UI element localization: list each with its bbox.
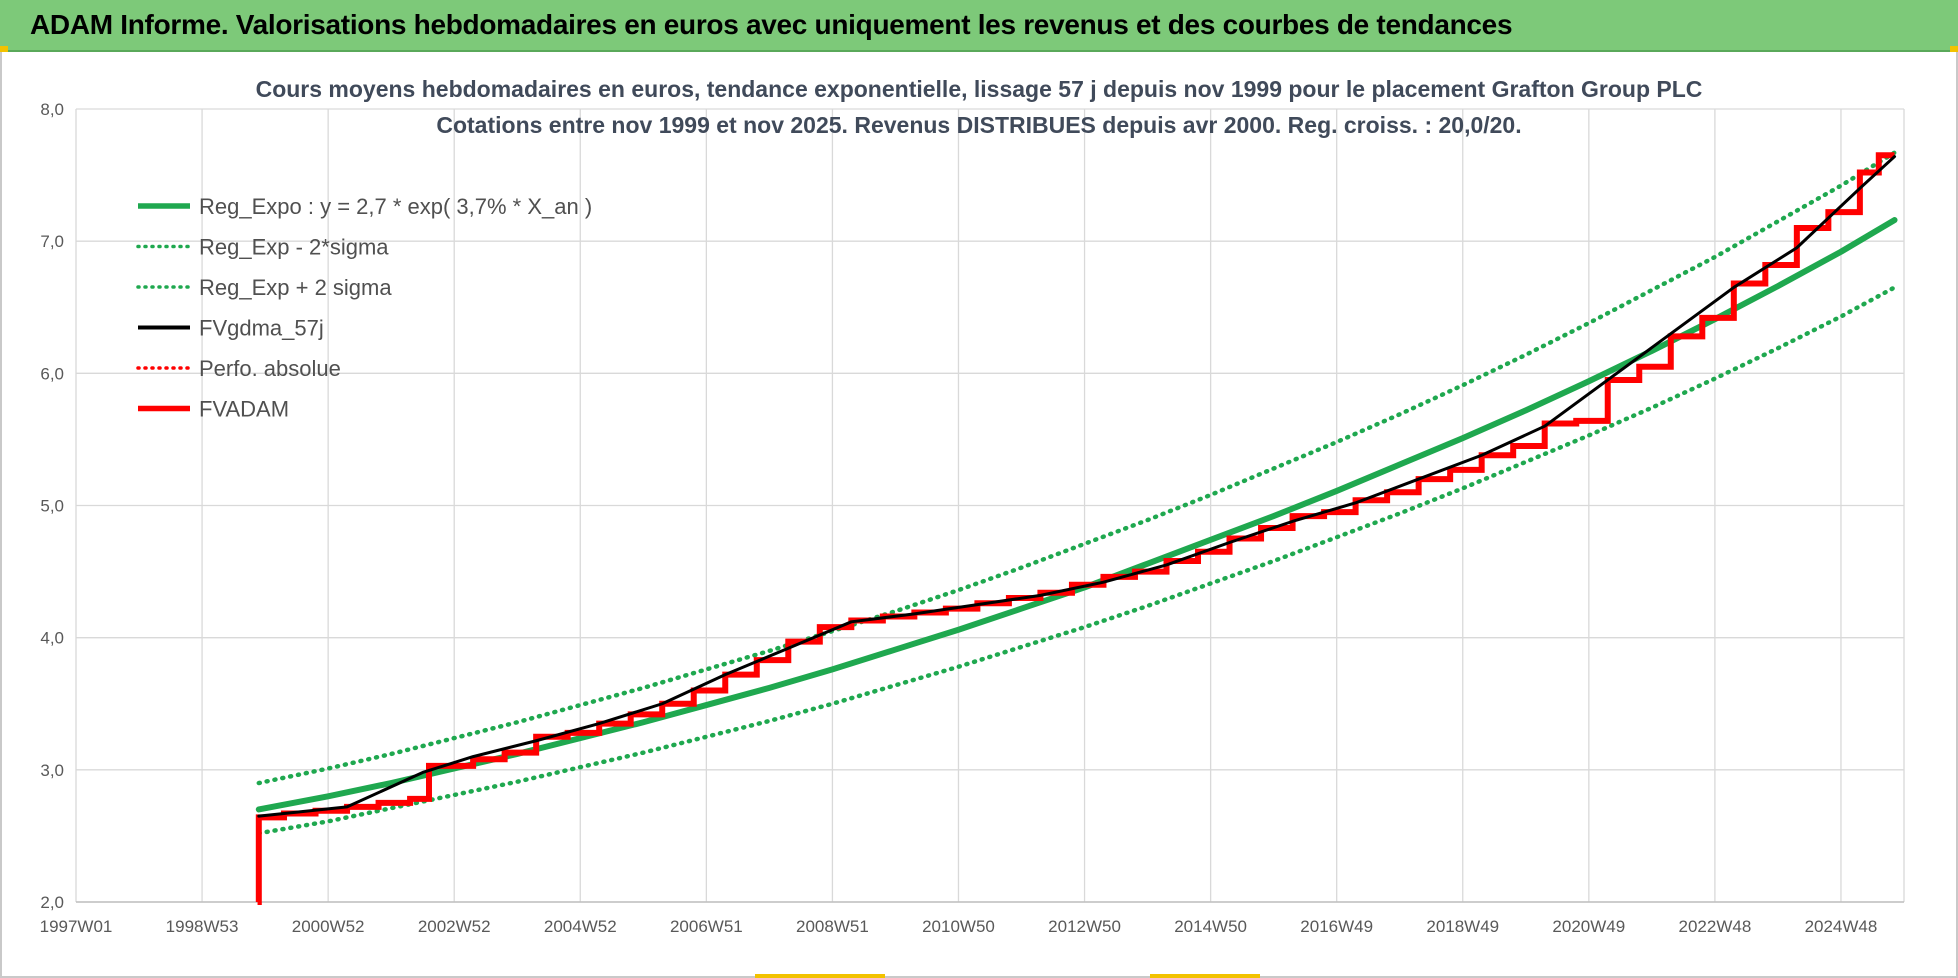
- x-tick-label: 2000W52: [292, 917, 365, 936]
- series-line-reg-expo-y-2-7-exp-3-7-x-an: [255, 217, 1898, 813]
- corner-marker-right: [1950, 46, 1958, 52]
- legend-label: Perfo. absolue: [199, 356, 341, 381]
- x-tick-label: 2014W50: [1174, 917, 1247, 936]
- legend-label: FVADAM: [199, 397, 289, 422]
- x-tick-label: 2020W49: [1552, 917, 1625, 936]
- chart-subtitle: Cotations entre nov 1999 et nov 2025. Re…: [436, 112, 1521, 138]
- bottom-marker-1: [755, 974, 885, 978]
- legend-label: Reg_Expo : y = 2,7 * exp( 3,7% * X_an ): [199, 194, 592, 219]
- y-tick-label: 8,0: [40, 100, 64, 119]
- x-tick-label: 2022W48: [1679, 917, 1752, 936]
- x-tick-label: 2016W49: [1300, 917, 1373, 936]
- x-tick-label: 2008W51: [796, 917, 869, 936]
- x-tick-label: 1998W53: [166, 917, 239, 936]
- page-title: ADAM Informe. Valorisations hebdomadaire…: [30, 9, 1513, 40]
- y-tick-label: 4,0: [40, 629, 64, 648]
- x-tick-label: 1997W01: [40, 917, 113, 936]
- legend-label: Reg_Exp + 2 sigma: [199, 275, 392, 300]
- x-tick-label: 2012W50: [1048, 917, 1121, 936]
- series-line-fvadam: [255, 152, 1895, 905]
- x-tick-label: 2004W52: [544, 917, 617, 936]
- y-tick-label: 6,0: [40, 364, 64, 383]
- legend: Reg_Expo : y = 2,7 * exp( 3,7% * X_an ) R…: [136, 194, 592, 422]
- x-tick-label: 2024W48: [1805, 917, 1878, 936]
- x-tick-label: 2006W51: [670, 917, 743, 936]
- legend-label: Reg_Exp - 2*sigma: [199, 235, 389, 260]
- y-tick-label: 2,0: [40, 893, 64, 912]
- legend-label: FVgdma_57j: [199, 316, 324, 341]
- y-tick-label: 5,0: [40, 497, 64, 516]
- y-tick-label: 7,0: [40, 232, 64, 251]
- x-tick-label: 2010W50: [922, 917, 995, 936]
- series-line-fvgdma-57j: [257, 155, 1897, 818]
- bottom-marker-2: [1150, 974, 1260, 978]
- series-layer: [255, 150, 1898, 905]
- axis-labels: 2,0 3,0 4,0 5,0 6,0 7,0 8,0 1997W01 1998W53 2000W…: [40, 100, 1904, 936]
- x-tick-label: 2002W52: [418, 917, 491, 936]
- corner-marker-left: [0, 46, 8, 52]
- y-tick-label: 3,0: [40, 761, 64, 780]
- chart-area: Cours moyens hebdomadaires en euros, ten…: [0, 52, 1958, 978]
- series-line-reg-exp-2-sigma: [256, 150, 1897, 786]
- x-tick-label: 2018W49: [1426, 917, 1499, 936]
- chart-title: Cours moyens hebdomadaires en euros, ten…: [256, 76, 1703, 102]
- chart-svg: Cours moyens hebdomadaires en euros, ten…: [40, 76, 1905, 936]
- header-bar: ADAM Informe. Valorisations hebdomadaire…: [0, 0, 1958, 52]
- grid-layer: [75, 108, 1905, 903]
